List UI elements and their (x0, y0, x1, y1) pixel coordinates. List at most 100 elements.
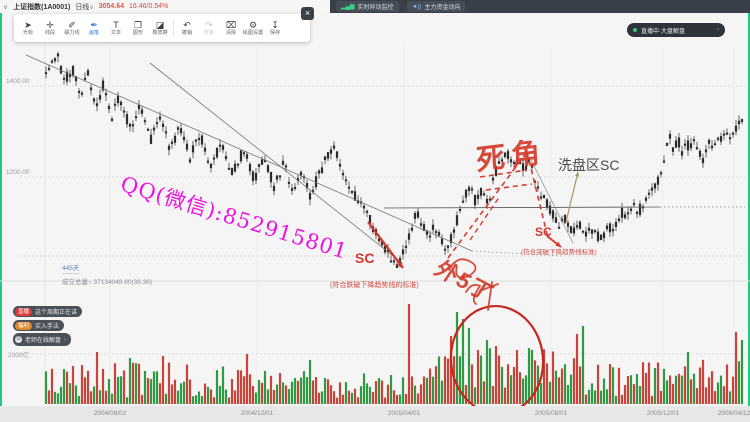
candle (566, 222, 570, 227)
volume-bar (647, 362, 651, 404)
toolbar-item-save[interactable]: ↧ 保存 (264, 20, 286, 37)
candle (233, 163, 237, 172)
volume-bar (263, 370, 267, 404)
toolbar-item-text[interactable]: T 文本 (105, 20, 127, 37)
volume-bar (254, 392, 258, 404)
candle (260, 159, 264, 165)
candle (200, 135, 204, 145)
candle (248, 164, 252, 172)
toolbar-item-eraser[interactable]: ◪ 橡皮擦 (149, 20, 171, 37)
candle (386, 249, 390, 253)
header-badge-bar-chart[interactable]: ▂▄▆ 实时异动监控 (336, 1, 399, 12)
volume-bar (557, 377, 561, 404)
volume-bar (425, 377, 429, 404)
toolbar-item-label: 橡皮擦 (152, 30, 168, 36)
toolbar-item-magnet[interactable]: ✐ 磁力线 (61, 20, 83, 37)
volume-bar (599, 390, 603, 404)
toolbar-item-label: 恢复 (203, 30, 215, 36)
candle (212, 157, 216, 160)
candle (455, 215, 459, 226)
candle (230, 168, 234, 176)
toolbar-item-shape[interactable]: ❐ 图形 (127, 20, 149, 37)
candle (284, 165, 288, 168)
volume-bar (569, 374, 573, 404)
volume-bar (725, 364, 729, 404)
candle (506, 151, 510, 160)
volume-bar (479, 355, 483, 404)
volume-bar (740, 340, 744, 404)
candle (626, 212, 630, 215)
candle (467, 187, 471, 192)
candle (305, 182, 309, 189)
toolbar-item-cursor[interactable]: ➤ 光标 (17, 20, 39, 37)
candle (593, 230, 597, 233)
price-tick-label: 1400.00 (6, 78, 30, 85)
volume-bar (290, 381, 294, 404)
days-count: 445天 (62, 262, 80, 274)
candle (548, 205, 552, 214)
redo-icon: ↷ (205, 19, 213, 30)
volume-bar (206, 386, 210, 404)
volume-bar (431, 376, 435, 404)
live-stream-badge[interactable]: 直播中·大盘解盘 › (627, 23, 725, 37)
volume-bar (611, 367, 615, 404)
volume-indicator[interactable]: 成交总量∨ 37134048.60(36.36) (62, 276, 152, 286)
candle (323, 156, 327, 161)
toolbar-item-undo[interactable]: ↶ 撤销 (176, 20, 198, 37)
volume-bar (530, 350, 534, 404)
toolbar-item-settings[interactable]: ⚙ 绘图设置 (242, 20, 264, 37)
candle (92, 98, 96, 102)
candle (530, 165, 534, 168)
pane-info: 445天 成交总量∨ 37134048.60(36.36) (62, 257, 152, 286)
candle (476, 194, 480, 199)
collapse-icon[interactable]: ∨ (3, 3, 9, 11)
period-selector[interactable]: 日线∨ (75, 2, 93, 12)
promo-badge-offer[interactable]: 福利 买入手法 (13, 320, 65, 331)
symbol-name[interactable]: 上证指数(1A0001) (13, 3, 71, 11)
volume-bar (329, 385, 333, 404)
volume-bar (233, 390, 237, 404)
promo-badge-teacher[interactable]: ⊙ 老师在线解盘 › (13, 333, 72, 346)
volume-bar (593, 390, 597, 404)
candle (122, 110, 126, 113)
candle (146, 128, 150, 131)
volume-bar (47, 390, 51, 404)
candle (605, 225, 609, 230)
header-badge-speaker[interactable]: ◄)) 主力资金动向 (406, 1, 466, 12)
sc-label-2: SC (535, 225, 552, 239)
volume-bar (671, 383, 675, 404)
volume-bar (134, 363, 138, 404)
promo-badge-live[interactable]: 直播 这个周期正在讲 (13, 306, 83, 317)
candle (524, 165, 528, 170)
candle (581, 230, 585, 233)
volume-bar (344, 382, 348, 404)
volume-bar (326, 379, 330, 404)
close-icon[interactable]: × (301, 7, 314, 20)
candle (491, 177, 495, 181)
candle (683, 143, 687, 146)
candle (287, 181, 291, 184)
candle (485, 198, 489, 204)
candle (266, 165, 270, 173)
volume-bar (251, 385, 255, 404)
volume-bar (323, 377, 327, 404)
volume-bar (311, 380, 315, 404)
toolbar-item-segment[interactable]: ✛ 线段 (39, 20, 61, 37)
volume-bar (209, 389, 213, 404)
toolbar-item-brush[interactable]: ✒ 画笔 (83, 20, 105, 37)
volume-bar (560, 368, 564, 404)
chevron-down-icon: ∨ (88, 280, 92, 286)
volume-bar (110, 393, 114, 404)
candle (293, 186, 297, 189)
volume-bar (101, 368, 105, 404)
date-tick-label: 2005/04/01 (387, 410, 421, 417)
toolbar-item-redo[interactable]: ↷ 恢复 (198, 20, 220, 37)
volume-bar (662, 368, 666, 404)
volume-bar (215, 370, 219, 404)
volume-bar (458, 356, 462, 404)
candle (218, 144, 222, 147)
volume-bar (197, 391, 201, 404)
candle (629, 208, 633, 211)
volume-bar (686, 352, 690, 404)
toolbar-item-clear[interactable]: ⌧ 清除 (220, 20, 242, 37)
